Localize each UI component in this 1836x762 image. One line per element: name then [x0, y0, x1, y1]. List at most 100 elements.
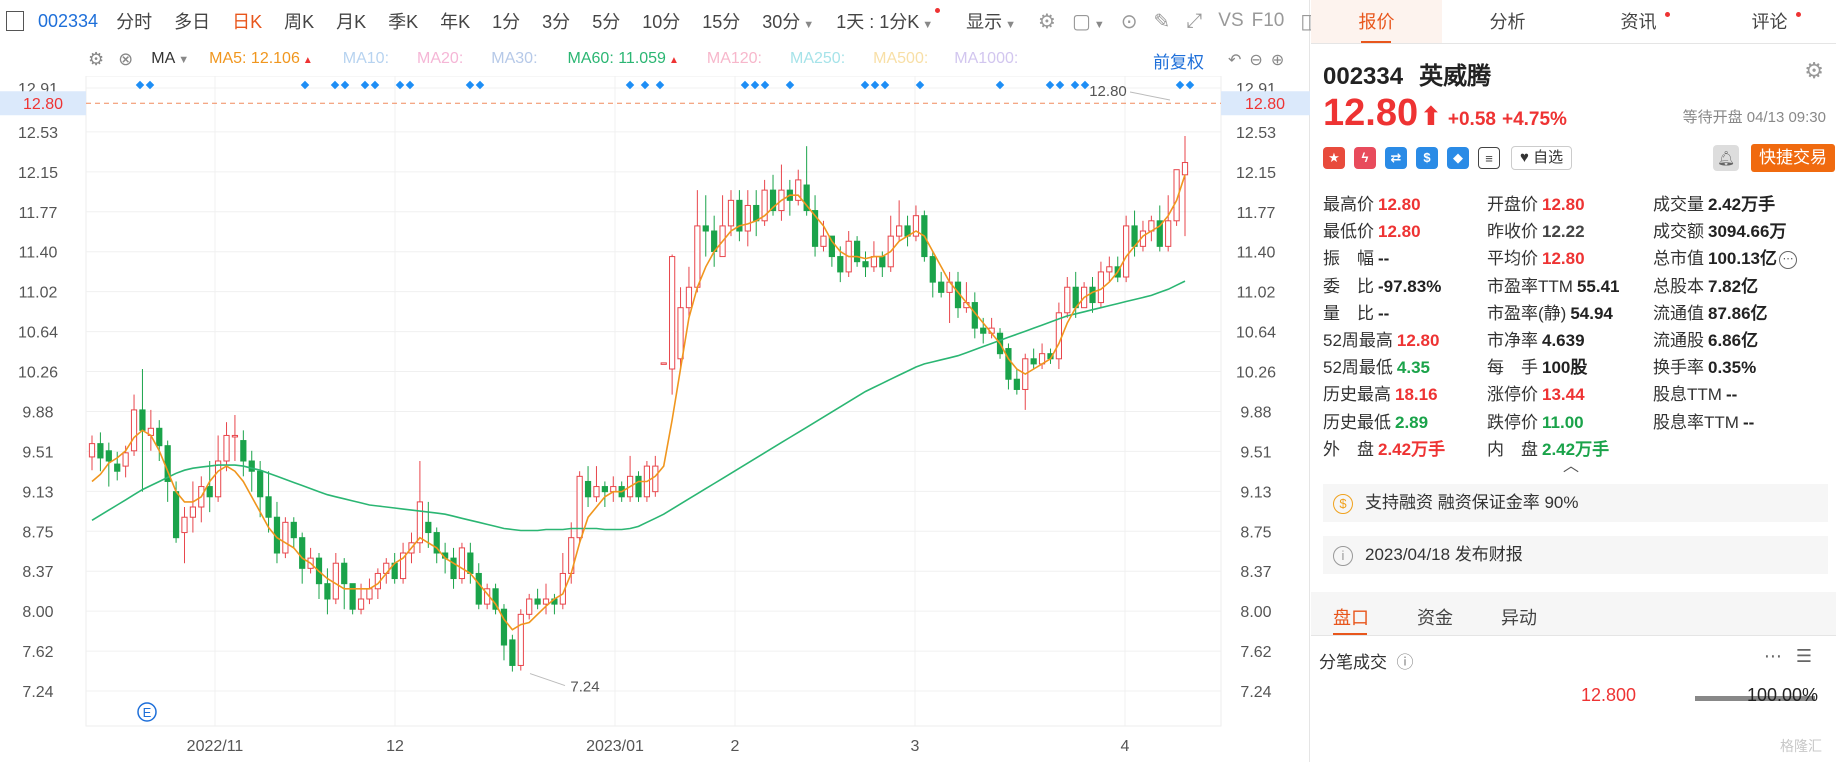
- chart-tools[interactable]: ↶⊖⊕: [1228, 52, 1293, 69]
- ma-legend-row: ⚙ ⊗ MA ▼ MA5: 12.106 ▲ MA10: MA20: MA30: M…: [0, 42, 1310, 76]
- last-price: 12.80: [1323, 92, 1419, 134]
- quote-label: 市盈率(静): [1487, 303, 1567, 323]
- quote-value: 12.80: [1542, 195, 1585, 214]
- tab-15min[interactable]: 15分: [702, 12, 741, 32]
- quote-row: 历史最低 2.89 跌停价 11.00 股息率TTM --: [1323, 408, 1833, 435]
- tab-1min[interactable]: 1分: [492, 12, 521, 32]
- candle-body: [1089, 286, 1096, 304]
- china-flag-icon[interactable]: ★: [1323, 147, 1345, 169]
- signal-diamond-icon: [330, 80, 340, 90]
- shuffle-icon[interactable]: ⇄: [1385, 147, 1407, 169]
- quote-cell: 振 幅 --: [1323, 244, 1389, 269]
- quote-label: 外 盘: [1323, 439, 1374, 459]
- signal-diamond-icon: [340, 80, 350, 90]
- tab-day-k[interactable]: 日K: [232, 12, 263, 32]
- lightning-icon[interactable]: ϟ: [1354, 147, 1376, 169]
- settings-icon[interactable]: ⚙: [88, 48, 105, 69]
- x-tick-label: 12: [386, 738, 404, 755]
- vs-button[interactable]: VS: [1218, 10, 1244, 31]
- camera-icon[interactable]: ⊙: [1120, 10, 1138, 33]
- more-icon[interactable]: ⋯: [1779, 250, 1797, 269]
- margin-text: 支持融资 融资保证金率 90%: [1365, 493, 1579, 512]
- quote-label: 最高价: [1323, 195, 1374, 214]
- y-tick-label: 12.15: [18, 165, 58, 182]
- tick-title-text: 分笔成交: [1319, 653, 1387, 672]
- gear-icon[interactable]: ⚙: [1038, 10, 1056, 33]
- quick-trade-button[interactable]: 快捷交易: [1751, 144, 1835, 172]
- y-tick-label: 11.77: [1237, 205, 1276, 222]
- tick-tools[interactable]: ⋯☰: [1763, 646, 1826, 666]
- bell-icon[interactable]: 🔔︎: [1713, 145, 1739, 171]
- quote-value: --: [1742, 412, 1755, 432]
- y-tick-label: 10.26: [1236, 365, 1276, 382]
- info-icon[interactable]: ⓘ: [1396, 653, 1414, 672]
- quote-cell: 成交量 2.42万手: [1653, 190, 1775, 215]
- candle-body: [542, 598, 550, 605]
- x-tick-label: 2022/11: [187, 738, 244, 755]
- tab-10min[interactable]: 10分: [642, 12, 681, 32]
- y-tick-label: 7.62: [1240, 644, 1271, 661]
- quote-value: 3094.66万: [1708, 222, 1787, 242]
- document-icon[interactable]: ≡: [1478, 147, 1500, 169]
- add-watchlist-button[interactable]: ♥ 自选: [1511, 146, 1573, 170]
- gear-icon[interactable]: ⚙: [1804, 58, 1824, 83]
- tab-week-k[interactable]: 周K: [284, 12, 315, 32]
- tab-analysis[interactable]: 分析: [1489, 12, 1526, 32]
- candle-body: [517, 613, 524, 666]
- tab-year-k[interactable]: 年K: [440, 12, 471, 32]
- tab-3min[interactable]: 3分: [542, 12, 571, 32]
- dollar-icon[interactable]: $: [1416, 147, 1438, 169]
- notify-dot: [935, 8, 941, 13]
- report-info[interactable]: i 2023/04/18 发布财报: [1323, 536, 1828, 574]
- quote-cell: 股息TTM --: [1653, 380, 1737, 405]
- candle-body: [366, 588, 373, 600]
- tab-fund[interactable]: 资金: [1417, 608, 1453, 628]
- quote-cell: 量 比 --: [1323, 299, 1389, 324]
- tab-news[interactable]: 资讯: [1573, 0, 1704, 43]
- adjust-mode-button[interactable]: 前复权: [1153, 53, 1204, 72]
- tab-pankou[interactable]: 盘口: [1333, 608, 1369, 628]
- collapse-icon[interactable]: ︿: [1563, 458, 1580, 475]
- margin-info[interactable]: $ 支持融资 融资保证金率 90%: [1323, 484, 1828, 522]
- tab-quarter-k[interactable]: 季K: [388, 12, 419, 32]
- signal-diamond-icon: [465, 80, 475, 90]
- tag-icon[interactable]: ◆: [1447, 147, 1469, 169]
- quote-value: 2.42万手: [1378, 439, 1446, 459]
- quote-label: 历史最高: [1323, 385, 1391, 405]
- tab-quote[interactable]: 报价: [1311, 0, 1442, 43]
- quote-value: 12.80: [1378, 195, 1421, 214]
- tab-month-k[interactable]: 月K: [336, 12, 367, 32]
- fullscreen-icon[interactable]: ⤢: [1186, 9, 1203, 32]
- candle-body: [458, 547, 466, 580]
- close-circle-icon[interactable]: ⊗: [118, 48, 134, 69]
- candle-body: [795, 179, 802, 201]
- layout-square-icon[interactable]: ▢ ▼: [1071, 10, 1105, 33]
- ma-selector[interactable]: MA ▼: [151, 50, 189, 68]
- draw-pen-icon[interactable]: ✎: [1153, 10, 1171, 33]
- up-triangle-icon: ▲: [668, 55, 679, 66]
- tab-5min[interactable]: 5分: [592, 12, 621, 32]
- candle-body: [433, 532, 440, 554]
- quote-value: 100.13亿: [1708, 249, 1777, 269]
- quote-row: 最低价 12.80 昨收价 12.22 成交额 3094.66万: [1323, 217, 1833, 244]
- candle-body: [231, 434, 239, 438]
- quote-value: --: [1378, 303, 1390, 323]
- tab-comments[interactable]: 评论: [1704, 0, 1835, 43]
- tab-multiday[interactable]: 多日: [174, 12, 211, 32]
- candle-body: [500, 608, 508, 646]
- sidebar-toggle-icon[interactable]: [6, 11, 24, 31]
- tab-fenshi[interactable]: 分时: [116, 12, 153, 32]
- quote-cell: 市盈率(静) 54.94: [1487, 299, 1613, 324]
- quote-cell: 昨收价 12.22: [1487, 217, 1585, 242]
- tab-abnormal[interactable]: 异动: [1501, 608, 1537, 628]
- tab-30min[interactable]: 30分 ▼: [762, 8, 814, 34]
- quote-row: 52周最高 12.80 市净率 4.639 流通股 6.86亿: [1323, 326, 1833, 353]
- f10-button[interactable]: F10: [1251, 10, 1285, 31]
- ma30-value: MA30:: [491, 50, 538, 67]
- y-tick-label: 11.02: [1237, 285, 1276, 302]
- display-dropdown[interactable]: 显示 ▼: [966, 8, 1016, 34]
- interval-select[interactable]: 1天 : 1分K ▼: [836, 8, 941, 34]
- market-status: 等待开盘 04/13 09:30: [1682, 109, 1826, 126]
- info-icon: i: [1333, 545, 1353, 566]
